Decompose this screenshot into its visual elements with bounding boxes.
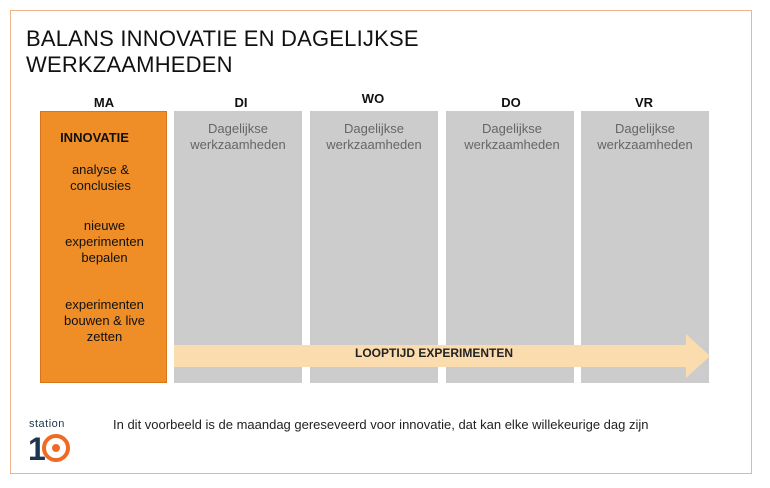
innovation-item-analysis: analyse & conclusies xyxy=(70,162,131,193)
daily-work-label: Dagelijkse werkzaamheden xyxy=(464,121,560,152)
station10-logo-icon: 1 xyxy=(28,431,70,464)
column-di: Dagelijkse werkzaamheden xyxy=(174,111,302,383)
innovation-heading: INNOVATIE xyxy=(60,130,129,145)
day-label-wo: WO xyxy=(361,91,385,106)
innovation-item-build-experiments: experimenten bouwen & live zetten xyxy=(64,297,145,344)
daily-work-label: Dagelijkse werkzaamheden xyxy=(597,121,693,152)
svg-text:1: 1 xyxy=(28,431,46,464)
daily-work-label: Dagelijkse werkzaamheden xyxy=(190,121,286,152)
day-label-do: DO xyxy=(501,95,521,110)
slide-frame xyxy=(10,10,752,474)
logo-station-text: station xyxy=(29,418,65,430)
slide-title: BALANS INNOVATIE EN DAGELIJKSE WERKZAAMH… xyxy=(26,26,419,77)
experiment-duration-arrow xyxy=(174,334,710,378)
day-label-ma: MA xyxy=(93,95,115,110)
column-do: Dagelijkse werkzaamheden xyxy=(446,111,574,383)
arrow-label: LOOPTIJD EXPERIMENTEN xyxy=(354,346,514,360)
daily-work-label: Dagelijkse werkzaamheden xyxy=(326,121,422,152)
day-label-di: DI xyxy=(234,95,248,110)
column-wo: Dagelijkse werkzaamheden xyxy=(310,111,438,383)
footer-note: In dit voorbeeld is de maandag geresevee… xyxy=(113,417,649,432)
day-label-vr: VR xyxy=(634,95,654,110)
innovation-item-new-experiments: nieuwe experimenten bepalen xyxy=(65,218,144,265)
monday-innovation-column: INNOVATIE analyse & conclusies nieuwe ex… xyxy=(40,111,167,383)
